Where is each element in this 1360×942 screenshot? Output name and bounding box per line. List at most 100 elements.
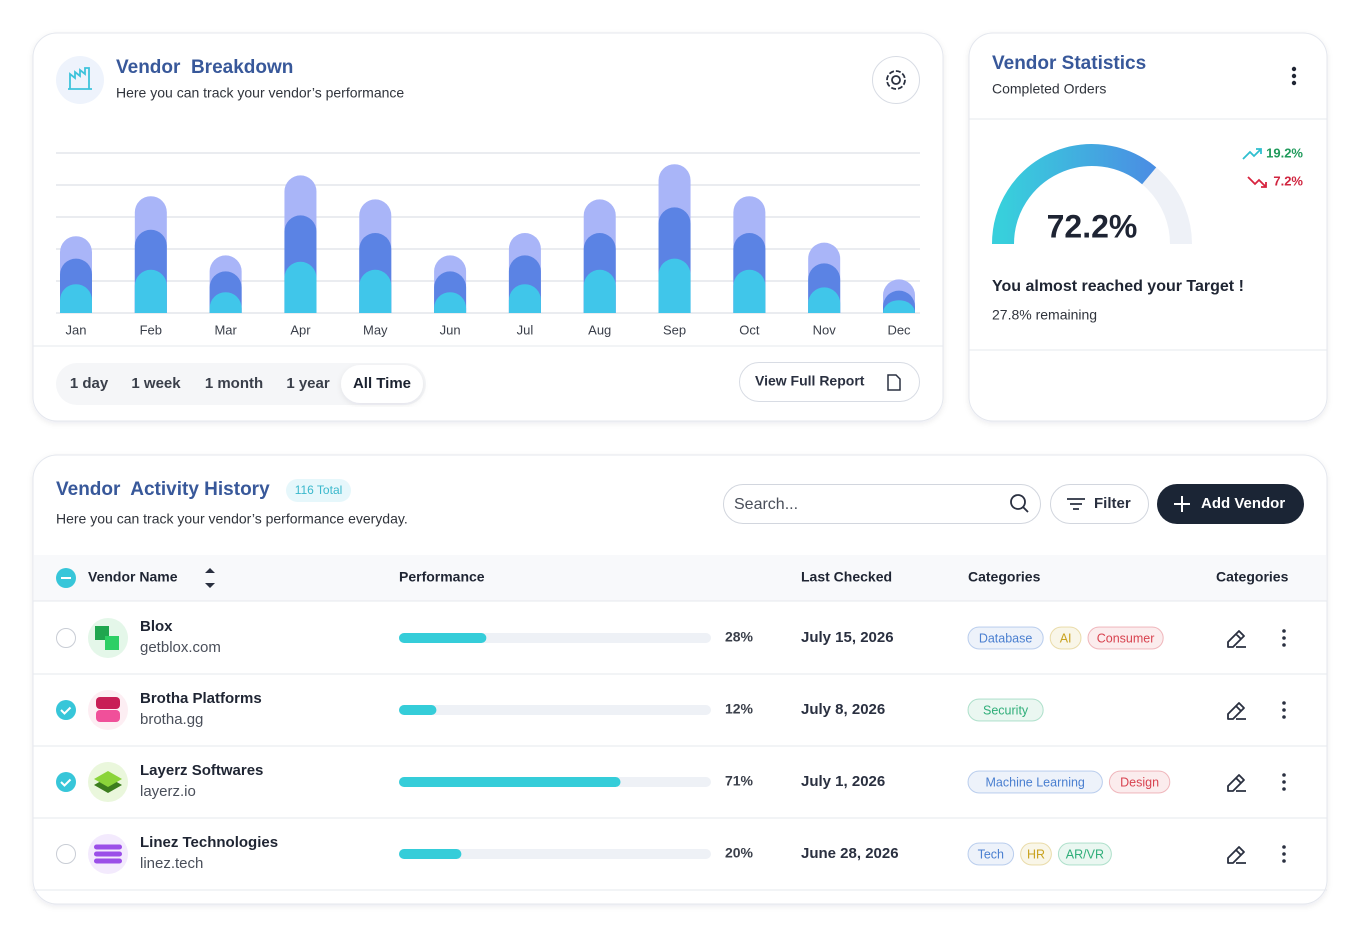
table-row: Layerz Softwares layerz.io 71% July 1, 2026…	[33, 762, 1327, 819]
kebab-dot[interactable]	[1291, 80, 1297, 86]
tag	[1049, 626, 1082, 650]
table-row: Blox getblox.com 28% July 15, 2026 Database A…	[33, 618, 1327, 675]
logo-shape	[94, 858, 122, 864]
kebab-dot[interactable]	[1282, 636, 1286, 640]
statistics-card	[968, 32, 1328, 422]
add-vendor-button[interactable]	[1157, 484, 1304, 524]
x-tick-label: Apr	[290, 322, 311, 337]
trend-down-icon	[1247, 176, 1267, 188]
target-message: You almost reached your Target !	[992, 278, 1244, 295]
search-icon	[1010, 494, 1026, 510]
progress-bar	[399, 777, 621, 787]
row-checkbox[interactable]	[56, 628, 76, 648]
tag	[967, 626, 1044, 650]
vendor-name: Linez Technologies	[140, 834, 278, 851]
x-tick-label: May	[363, 322, 388, 337]
kebab-dot[interactable]	[1282, 852, 1286, 856]
vendor-domain: linez.tech	[140, 855, 203, 872]
performance-label: 12%	[725, 701, 754, 717]
search-input[interactable]	[723, 484, 1041, 524]
tag	[967, 698, 1044, 722]
kebab-dot[interactable]	[1282, 859, 1286, 863]
tag	[1020, 842, 1052, 866]
activity-subtitle: Here you can track your vendor’s perform…	[56, 511, 408, 527]
x-tick-label: Mar	[214, 322, 237, 337]
column-header: Last Checked	[801, 569, 892, 585]
x-tick-label: Nov	[813, 322, 837, 337]
tag-label: Design	[1120, 775, 1159, 789]
trend-down: 7.2%	[1273, 173, 1303, 188]
trend-up: 19.2%	[1266, 145, 1303, 160]
edit-icon[interactable]	[1227, 702, 1246, 720]
tag	[1057, 842, 1112, 866]
trend-up-icon	[1242, 148, 1262, 160]
vendor-name: Blox	[140, 618, 173, 635]
range-tab[interactable]: All Time	[353, 375, 411, 392]
kebab-dot[interactable]	[1282, 701, 1286, 705]
range-tab[interactable]: 1 year	[286, 375, 330, 392]
performance-label: 28%	[725, 629, 754, 645]
kebab-dot[interactable]	[1282, 629, 1286, 633]
x-tick-label: Oct	[739, 322, 760, 337]
edit-icon[interactable]	[1227, 774, 1246, 792]
kebab-dot[interactable]	[1282, 708, 1286, 712]
report-button[interactable]	[739, 362, 920, 402]
logo-shape	[94, 844, 122, 850]
kebab-dot[interactable]	[1291, 73, 1297, 79]
x-tick-label: Jun	[440, 322, 461, 337]
row-checkbox[interactable]	[56, 772, 76, 792]
row-checkbox[interactable]	[56, 844, 76, 864]
logo-shape	[96, 710, 120, 722]
remaining: 27.8% remaining	[992, 307, 1097, 323]
sort-icon[interactable]	[205, 568, 215, 588]
range-tab[interactable]: 1 month	[205, 375, 263, 392]
last-checked: July 8, 2026	[801, 701, 885, 718]
kebab-dot[interactable]	[1282, 845, 1286, 849]
x-tick-label: Jan	[66, 322, 87, 337]
pdf-icon	[887, 374, 901, 391]
filter-label: Filter	[1094, 495, 1131, 512]
x-tick-label: Feb	[140, 322, 162, 337]
x-tick-label: Aug	[588, 322, 611, 337]
tag-label: Machine Learning	[986, 775, 1085, 789]
kebab-dot[interactable]	[1282, 643, 1286, 647]
range-tab[interactable]: 1 week	[131, 375, 181, 392]
statistics-subtitle: Completed Orders	[992, 81, 1106, 97]
bar-segment	[583, 269, 616, 313]
x-tick-label: Dec	[887, 322, 911, 337]
breakdown-icon	[56, 56, 104, 104]
kebab-dot[interactable]	[1282, 715, 1286, 719]
bar-segment	[883, 300, 915, 313]
filter-button[interactable]	[1050, 484, 1149, 524]
column-header: Vendor Name	[88, 569, 178, 585]
performance-label: 71%	[725, 773, 754, 789]
bar-segment	[359, 269, 392, 313]
bar-chart: Jan Feb Mar Apr May Jun Jul Aug Sep Oct Nov Dec	[56, 152, 920, 337]
progress-bar	[399, 633, 487, 643]
edit-icon[interactable]	[1227, 846, 1246, 864]
row-checkbox[interactable]	[56, 700, 76, 720]
table-header	[34, 555, 1326, 601]
vendor-domain: layerz.io	[140, 783, 196, 800]
search-placeholder: Search...	[734, 496, 798, 513]
bar-segment	[209, 292, 242, 313]
range-tab[interactable]: 1 day	[70, 375, 109, 392]
badge-label: 116 Total	[295, 483, 343, 497]
settings-button[interactable]	[872, 56, 920, 104]
add-vendor-label: Add Vendor	[1201, 495, 1285, 512]
active-tab[interactable]	[341, 365, 423, 403]
last-checked: June 28, 2026	[801, 845, 899, 862]
kebab-dot[interactable]	[1291, 66, 1297, 72]
gauge	[992, 144, 1192, 245]
kebab-dot[interactable]	[1282, 787, 1286, 791]
bar-segment	[808, 287, 841, 313]
kebab-dot[interactable]	[1282, 780, 1286, 784]
breakdown-subtitle: Here you can track your vendor’s perform…	[116, 85, 404, 101]
performance-label: 20%	[725, 845, 754, 861]
kebab-dot[interactable]	[1282, 773, 1286, 777]
logo-shape	[96, 697, 120, 709]
edit-icon[interactable]	[1227, 630, 1246, 648]
bar-segment	[434, 292, 467, 313]
progress-bar	[399, 849, 462, 859]
